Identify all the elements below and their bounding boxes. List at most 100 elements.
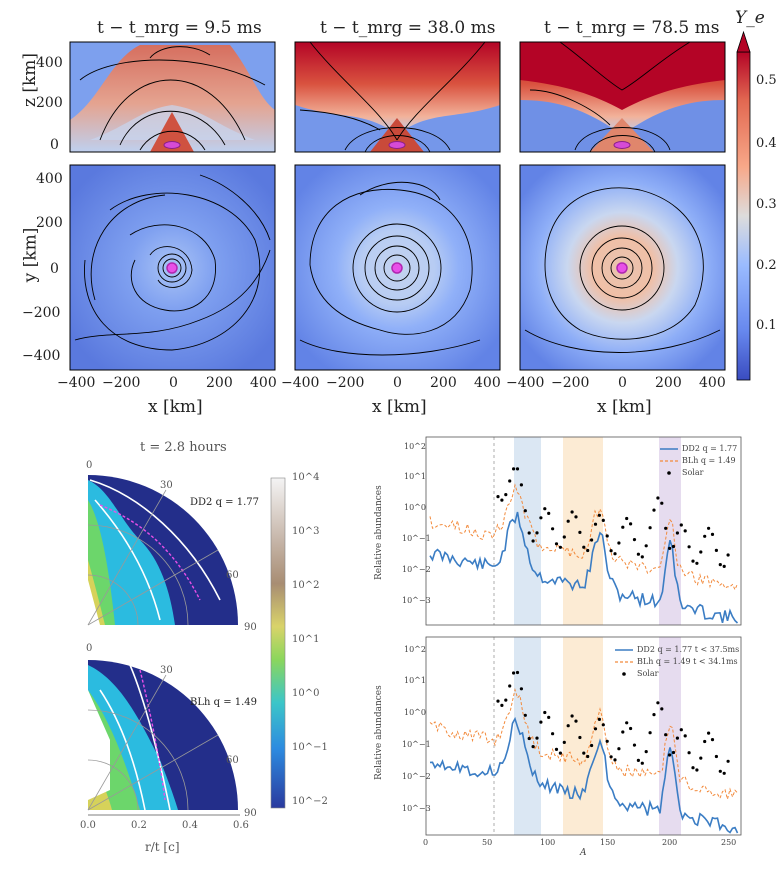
solar-point: [687, 751, 691, 755]
abund-x-tick: 50: [482, 838, 493, 847]
solar-point: [539, 516, 543, 520]
bl-x-tick: 0.4: [182, 820, 198, 831]
solar-point: [703, 534, 707, 538]
mass-cb-tick: 10^0: [292, 688, 320, 699]
bl-title: t = 2.8 hours: [140, 440, 227, 455]
solar-point: [718, 563, 722, 567]
solar-point: [508, 479, 512, 483]
solar-point: [718, 769, 722, 773]
legend-dd2: DD2 q = 1.77: [682, 444, 738, 453]
solar-point: [547, 715, 551, 720]
xz-panel-3: [519, 41, 726, 153]
solar-point: [566, 519, 570, 523]
solar-point: [605, 739, 609, 743]
abund-x-tick: 150: [600, 838, 616, 847]
xz-panel-2: [294, 41, 501, 153]
bl-x-tick: 0.2: [131, 820, 147, 831]
legend-dd2: DD2 q = 1.77 t < 37.5ms: [637, 645, 740, 654]
solar-point: [511, 467, 516, 471]
abund-x-tick: 100: [540, 838, 556, 847]
solar-point: [554, 747, 559, 752]
solar-point: [679, 728, 683, 732]
solar-point: [597, 717, 602, 722]
panel-label-dd2: DD2 q = 1.77: [190, 497, 259, 508]
x-tick: 200: [655, 375, 682, 391]
solar-point: [582, 751, 586, 755]
solar-point: [590, 743, 594, 748]
mass-cb-tick: 10^−2: [292, 796, 328, 807]
colorbar-tick: 0.3: [756, 197, 777, 212]
solar-point: [586, 754, 590, 759]
solar-point: [504, 493, 508, 497]
solar-point: [597, 513, 602, 517]
solar-point: [636, 552, 641, 556]
panel-label-blh: BLh q = 1.49: [190, 697, 258, 708]
y-tick: −200: [22, 305, 61, 321]
angle-tick: 30: [160, 480, 173, 491]
solar-point: [668, 753, 672, 757]
abund-x-tick: 200: [662, 838, 678, 847]
mass-cb-tick: 10^3: [292, 526, 320, 537]
abund-y-tick: 10^−3: [402, 596, 431, 605]
solar-point: [527, 531, 531, 535]
panel-title-2: t − t_mrg = 38.0 ms: [320, 18, 496, 38]
x-tick: 200: [430, 375, 457, 391]
legend-solar: Solar: [637, 669, 659, 678]
solar-point: [539, 720, 543, 724]
solar-point: [496, 699, 500, 703]
solar-point: [664, 733, 668, 737]
angle-tick: 60: [226, 755, 239, 766]
x-axis-label: x [km]: [372, 397, 427, 417]
solar-point: [710, 532, 715, 537]
x-tick: 0: [393, 375, 402, 391]
mass-cb-tick: 10^2: [292, 580, 320, 591]
x-tick: 400: [250, 375, 277, 391]
x-tick: −400: [281, 375, 320, 391]
y-tick: 400: [36, 171, 63, 187]
angle-tick: 60: [226, 570, 239, 581]
solar-point: [726, 759, 730, 763]
solar-point: [636, 758, 641, 763]
x-tick: 400: [699, 375, 726, 391]
solar-point: [547, 511, 551, 515]
solar-point: [617, 541, 621, 545]
z-tick: 200: [36, 95, 63, 111]
solar-point: [500, 498, 504, 502]
angle-tick: 90: [244, 622, 257, 633]
solar-point: [496, 495, 500, 499]
solar-point: [551, 527, 555, 531]
mass-cb-tick: 10^−1: [292, 742, 328, 753]
solar-point: [621, 730, 625, 734]
solar-point: [617, 747, 621, 751]
solar-point: [675, 531, 680, 535]
legend-bottom: [615, 649, 633, 676]
solar-point: [671, 544, 676, 549]
solar-point: [714, 754, 719, 759]
solar-point: [625, 516, 629, 521]
z-tick: 400: [36, 55, 63, 71]
solar-point: [710, 738, 715, 742]
solar-point: [519, 687, 524, 691]
panel-title-3: t − t_mrg = 78.5 ms: [544, 18, 720, 38]
solar-point: [687, 545, 691, 549]
colorbar-tick: 0.2: [756, 258, 777, 273]
solar-point: [601, 518, 605, 523]
y-tick: 200: [36, 215, 63, 231]
solar-point: [656, 496, 660, 500]
solar-point: [609, 549, 613, 553]
solar-point: [707, 526, 711, 530]
solar-point: [679, 523, 683, 527]
solar-point: [613, 552, 617, 556]
abund-y-tick: 10^1: [404, 472, 426, 481]
solar-point: [664, 526, 668, 530]
abund-y-tick: 10^1: [404, 676, 426, 685]
solar-point: [691, 559, 695, 563]
xy-panel-2: [294, 164, 501, 371]
ye-colorbar: [736, 30, 751, 381]
solar-point: [543, 710, 547, 715]
x-tick: −200: [326, 375, 365, 391]
bl-x-tick: 0.0: [80, 820, 96, 831]
solar-point: [671, 750, 676, 755]
solar-point: [574, 515, 578, 519]
solar-point: [652, 713, 656, 717]
